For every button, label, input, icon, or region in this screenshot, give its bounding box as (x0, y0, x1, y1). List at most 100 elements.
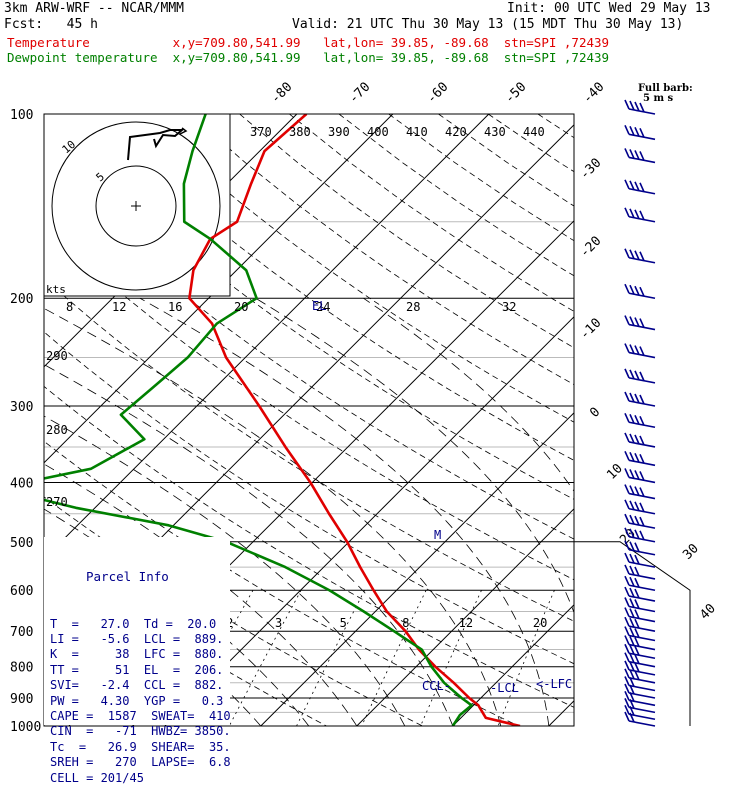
pressure-tick-label: 200 (10, 292, 33, 307)
parcel-info-row: Tc = 26.9 SHEAR= 35. (50, 739, 231, 754)
wind-barb-shaft (628, 292, 656, 300)
wind-barb-flag (634, 393, 640, 404)
wind-barb-shaft (628, 522, 656, 529)
parcel-info-row: K = 38 LFC = 880. (50, 647, 224, 662)
parcel-info-row: CELL = 201/45 (50, 770, 144, 785)
pressure-tick-label: 900 (10, 692, 33, 707)
wind-barb-flag (624, 626, 630, 636)
wind-barb-flag (629, 669, 635, 680)
mixing-ratio-line (497, 590, 555, 726)
wind-barb-flag (624, 552, 630, 563)
mixing-ratio-label: 5 (340, 616, 347, 630)
isotherm-label: 0 (587, 405, 603, 421)
forecast-hour: Fcst: 45 h (4, 17, 98, 32)
dry-adiabat-line (44, 331, 574, 665)
theta-label: 390 (328, 125, 350, 139)
wind-barb (624, 643, 656, 660)
wind-barb-flag (634, 209, 640, 220)
wind-barb-flag (639, 128, 645, 138)
dewpoint-profile (44, 114, 473, 726)
wind-barb-flag (634, 645, 640, 656)
wind-barb-flag (624, 99, 630, 110)
wind-barb-flag (629, 433, 635, 444)
wind-barb-flag (634, 554, 640, 565)
wind-barb-flag (624, 484, 630, 494)
wind-barb (624, 564, 656, 580)
wind-barb-flag (634, 654, 640, 665)
wind-barb-flag (639, 286, 645, 297)
barb-legend-unit: 5 m s (643, 93, 674, 104)
wind-barb-flag (634, 434, 640, 445)
wind-barb-flag (629, 284, 635, 295)
model-title: 3km ARW-WRF -- NCAR/MMM (4, 1, 185, 16)
wind-barb (624, 552, 656, 568)
hodograph-ring (51, 121, 221, 291)
hodograph-speed-label: 28 (406, 300, 420, 314)
dry-adiabat-line (139, 114, 574, 423)
isotherm-line (0, 114, 9, 726)
wind-barb-flag (629, 316, 635, 326)
pressure-tick-label: 600 (10, 584, 33, 599)
wind-barb (624, 368, 656, 384)
lcl-label: -LCL (490, 681, 519, 695)
isotherm-line (164, 316, 574, 726)
isotherm-line (356, 508, 574, 726)
pressure-tick-label: 500 (10, 536, 33, 551)
mixing-ratio-line (420, 590, 482, 726)
wind-barb (624, 391, 656, 407)
wind-barb-shaft (628, 215, 656, 223)
wind-barb-shaft (628, 615, 656, 623)
parcel-info-rows: T = 27.0 Td = 20.0 LI = -5.6 LCL = 889. K … (44, 617, 231, 786)
wind-barb-flag (624, 616, 630, 627)
parcel-info-row: SREH = 270 LAPSE= 6.8 (50, 755, 231, 770)
wind-barb-flag (634, 181, 640, 192)
wind-barb-flag (629, 617, 635, 628)
theta-label: 430 (484, 125, 506, 139)
wind-barb (624, 513, 656, 529)
wind-barb-flag (624, 683, 630, 694)
isotherm-label: -40 (580, 80, 607, 107)
wind-barb-flag (639, 530, 645, 541)
wind-barb-flag (624, 283, 630, 294)
wind-barb-flag (629, 469, 635, 479)
dry-adiabat-line (438, 114, 574, 207)
wind-barb (624, 616, 656, 632)
isotherm-line (548, 700, 574, 726)
wind-barb-flag (629, 500, 635, 511)
theta-label: 400 (367, 125, 389, 139)
pressure-tick-label: 400 (10, 476, 33, 491)
wind-barb-flag (639, 487, 645, 497)
wind-barb-flag (629, 392, 635, 403)
wind-barb-flag (629, 576, 635, 587)
wind-barb (624, 248, 656, 264)
wind-barb-shaft (628, 573, 656, 580)
isotherm-label: -60 (424, 80, 451, 107)
init-time: Init: 00 UTC Wed 29 May 13 (507, 1, 711, 16)
wind-barb (624, 676, 656, 692)
wind-barb-shaft (628, 323, 656, 331)
wind-barb (624, 635, 656, 651)
wind-barb-flag (624, 391, 630, 402)
wind-barb-flag (639, 151, 645, 161)
wind-barb-flag (634, 317, 640, 327)
pressure-tick-label: 700 (10, 625, 33, 640)
wind-barb-flag (629, 565, 635, 576)
wind-barb-flag (634, 628, 640, 638)
wind-barb (624, 125, 656, 141)
wind-barb-shaft (628, 507, 656, 515)
moist-adiabat-line (44, 307, 502, 726)
wind-barb-flag (624, 607, 630, 617)
wind-barb (624, 432, 656, 448)
pressure-tick-label: 300 (10, 400, 33, 415)
moist-adiabat-line (255, 297, 574, 614)
moist-adiabat-line (44, 364, 454, 726)
theta-e-label: 270 (46, 495, 68, 509)
wind-barb-shaft (628, 660, 656, 668)
wind-barb (624, 540, 656, 556)
theta-e-label: 290 (46, 349, 68, 363)
wind-barb-shaft (628, 476, 656, 484)
wind-barb-flag (634, 662, 640, 673)
wind-barb-shaft (628, 669, 656, 676)
wind-barb-flag (634, 414, 640, 425)
wind-barb-flag (624, 368, 630, 379)
